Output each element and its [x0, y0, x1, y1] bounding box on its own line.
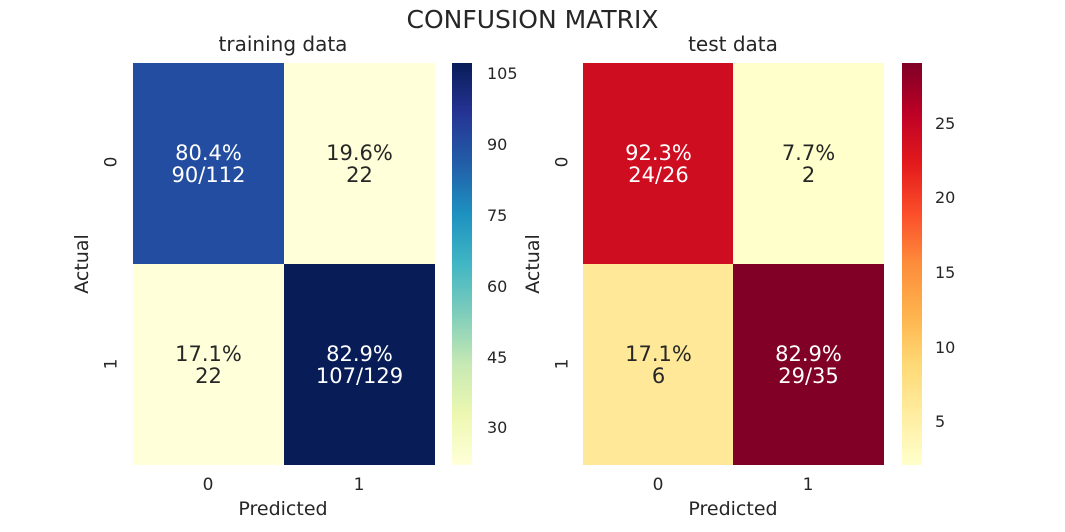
test-xtick-0: 0 — [652, 475, 664, 495]
training-cell-1-1: 82.9% 107/129 — [284, 264, 435, 465]
test-xlabel: Predicted — [688, 498, 778, 520]
cell-percent: 7.7% — [781, 140, 836, 165]
cell-percent: 17.1% — [175, 341, 242, 366]
training-ytick-0: 0 — [101, 156, 122, 168]
test-cbtick: 10 — [935, 338, 956, 357]
test-cell-0-0: 92.3% 24/26 — [583, 63, 734, 264]
cell-count: 22 — [346, 162, 373, 187]
test-colorbar — [902, 63, 922, 465]
test-ytick-1: 1 — [552, 358, 573, 370]
cell-count: 107/129 — [315, 363, 404, 388]
cell-count: 90/112 — [171, 162, 246, 187]
test-cbtick: 5 — [935, 412, 946, 431]
training-cbtick: 60 — [487, 277, 508, 296]
figure-title: CONFUSION MATRIX — [406, 5, 659, 34]
training-cell-0-1: 19.6% 22 — [284, 63, 435, 264]
cell-count: 24/26 — [628, 162, 689, 187]
training-cell-0-0: 80.4% 90/112 — [133, 63, 284, 264]
training-colorbar — [452, 63, 472, 465]
cell-percent: 82.9% — [326, 341, 393, 366]
test-cbtick: 15 — [935, 263, 956, 282]
training-ylabel: Actual — [70, 234, 93, 294]
training-cbtick: 90 — [487, 135, 508, 154]
cell-percent: 80.4% — [175, 140, 242, 165]
test-xtick-1: 1 — [802, 475, 814, 495]
test-title: test data — [688, 32, 778, 56]
test-cell-1-1: 82.9% 29/35 — [733, 264, 884, 465]
training-cell-1-0: 17.1% 22 — [133, 264, 284, 465]
training-xtick-1: 1 — [353, 475, 365, 495]
test-cbtick: 25 — [935, 114, 956, 133]
cell-count: 29/35 — [778, 363, 839, 388]
test-cell-0-1: 7.7% 2 — [733, 63, 884, 264]
training-cbtick: 30 — [487, 418, 508, 437]
training-cbtick: 45 — [487, 348, 508, 367]
test-cell-1-0: 17.1% 6 — [583, 264, 734, 465]
training-title: training data — [218, 32, 348, 56]
training-xtick-0: 0 — [202, 475, 214, 495]
test-ylabel: Actual — [521, 234, 544, 294]
cell-count: 2 — [801, 162, 816, 187]
training-ytick-1: 1 — [101, 358, 122, 370]
cell-percent: 17.1% — [625, 341, 692, 366]
training-cbtick: 105 — [487, 64, 518, 83]
cell-percent: 19.6% — [326, 140, 393, 165]
test-ytick-0: 0 — [552, 156, 573, 168]
cell-count: 22 — [195, 363, 222, 388]
cell-count: 6 — [651, 363, 666, 388]
training-xlabel: Predicted — [238, 498, 328, 520]
test-cbtick: 20 — [935, 188, 956, 207]
cell-percent: 92.3% — [625, 140, 692, 165]
cell-percent: 82.9% — [775, 341, 842, 366]
training-cbtick: 75 — [487, 206, 508, 225]
